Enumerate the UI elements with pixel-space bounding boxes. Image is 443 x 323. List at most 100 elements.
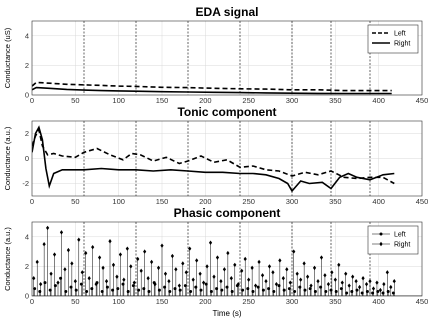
series-right-point: [347, 283, 351, 288]
series-right-point: [333, 277, 337, 282]
plot-area: [32, 222, 422, 296]
x-tick-label: 300: [286, 297, 299, 306]
x-tick-label: 300: [286, 96, 299, 105]
series-right-point: [91, 244, 95, 250]
series-right-point: [236, 281, 240, 287]
series-solid-line: [32, 125, 395, 193]
x-tick-label: 100: [112, 96, 125, 105]
x-tick-label: 450: [416, 197, 429, 206]
series-right-point: [257, 259, 261, 265]
x-tick-label: 200: [199, 197, 212, 206]
series-right-point: [226, 250, 230, 256]
series-right-point: [63, 267, 67, 272]
series-right-point: [292, 249, 296, 254]
y-tick-label: 4: [25, 31, 29, 40]
series-right-point: [288, 280, 292, 285]
x-tick-label: 250: [242, 197, 255, 206]
series-right-point: [389, 284, 393, 290]
legend-box: [367, 225, 419, 255]
series-right-point: [323, 273, 327, 278]
series-right-point: [101, 265, 105, 271]
series-right-point: [351, 274, 355, 279]
series-right-point: [39, 281, 43, 287]
series-right-point: [46, 225, 50, 231]
series-right-point: [240, 268, 244, 274]
series-right-point: [368, 279, 372, 284]
series-right-point: [385, 270, 389, 275]
x-tick-label: 400: [372, 197, 385, 206]
plot-frame: [31, 221, 423, 297]
x-tick-label: 350: [329, 96, 342, 105]
legend-label-right: Right: [394, 41, 410, 48]
series-right-point: [312, 265, 317, 271]
y-tick-label: 2: [25, 61, 29, 70]
series-right-point: [247, 277, 251, 282]
series-right-point: [198, 271, 202, 276]
series-right-point: [212, 274, 216, 279]
series-right-point: [354, 279, 358, 284]
x-tick-label: 100: [112, 197, 125, 206]
series-right-point: [250, 265, 254, 271]
legend-marker-right: [379, 241, 383, 247]
x-tick-label: 400: [372, 96, 385, 105]
x-tick-label: 450: [416, 96, 429, 105]
y-tick-label: 4: [25, 232, 29, 241]
series-right-point: [326, 281, 330, 287]
series-right-point: [32, 276, 36, 281]
series-right-point: [361, 276, 365, 281]
plot-frame: [31, 120, 423, 197]
series-right-point: [170, 253, 174, 259]
series-right-point: [129, 264, 133, 269]
series-right-point: [73, 279, 77, 284]
x-tick-label: 250: [242, 96, 255, 105]
x-tick-label: 0: [30, 297, 34, 306]
series-right-point: [150, 259, 154, 265]
series-group: [32, 125, 395, 193]
x-tick-label: 400: [372, 297, 385, 306]
series-right-point: [254, 283, 258, 288]
series-right-point: [59, 230, 64, 235]
series-right-point: [163, 271, 168, 276]
series-right-point: [267, 264, 272, 269]
series-right-point: [243, 256, 247, 262]
series-right-point: [104, 279, 109, 284]
series-right-point: [309, 283, 313, 288]
series-right-point: [375, 280, 379, 285]
x-tick-label: 350: [329, 197, 342, 206]
series-right-point: [66, 247, 70, 253]
y-tick-label: 0: [25, 154, 29, 163]
y-axis-label: Conductance (a.u.): [3, 126, 12, 190]
series-right-point: [340, 280, 344, 285]
y-tick-label: 2: [25, 262, 29, 271]
series-right-point: [215, 255, 220, 260]
series-right-point: [115, 274, 119, 279]
x-axis-label: Time (s): [212, 309, 241, 318]
x-tick-label: 0: [30, 96, 34, 105]
panel-3-title: Phasic component: [174, 206, 281, 220]
series-right-point: [222, 267, 226, 272]
series-right-point: [219, 279, 223, 284]
x-tick-label: 150: [156, 96, 169, 105]
series-right-point: [146, 276, 150, 281]
series-right-point: [274, 281, 278, 287]
series-right-line: [32, 86, 392, 95]
series-right-point: [316, 279, 320, 284]
series-right-point: [364, 281, 369, 287]
x-tick-label: 50: [71, 96, 79, 105]
series-right-point: [184, 270, 188, 275]
series-right-point: [70, 261, 74, 266]
legend-label-right: Right: [394, 242, 410, 249]
y-tick-label: 2: [25, 129, 29, 138]
legend-marker-left: [379, 232, 383, 236]
series-right-point: [132, 280, 136, 285]
series-right-point: [77, 237, 81, 242]
series-group: [32, 81, 392, 95]
series-right-point: [49, 271, 53, 276]
series-right-point: [108, 239, 112, 244]
legend-label-left: Left: [394, 232, 406, 239]
series-right-point: [125, 246, 129, 251]
series-right-point: [80, 270, 84, 275]
series-right-point: [35, 259, 39, 265]
series-right-point: [278, 258, 282, 263]
